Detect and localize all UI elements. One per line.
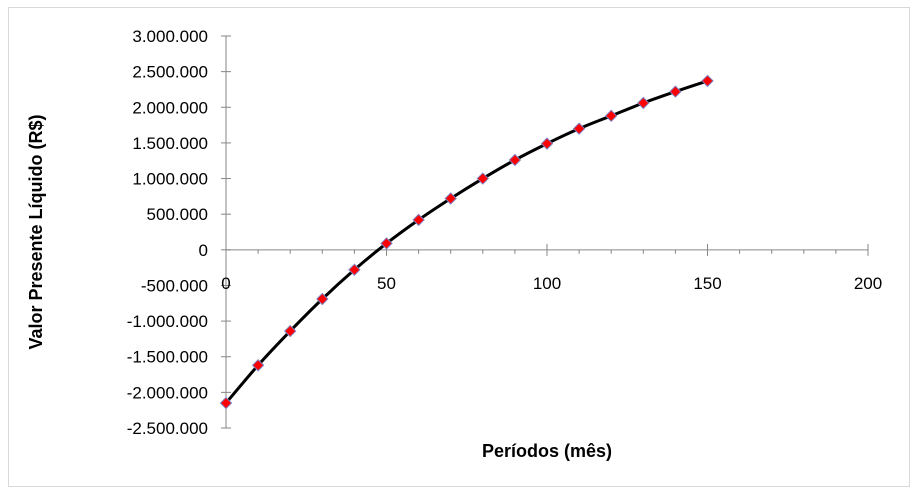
y-tick-label: 1.000.000 — [132, 170, 208, 189]
chart-area — [8, 7, 910, 487]
x-tick-label: 100 — [533, 274, 561, 293]
x-axis: 0 50 100 150 200 — [221, 243, 882, 293]
data-point — [251, 359, 265, 372]
y-tick-label: 2.500.000 — [132, 63, 208, 82]
data-point — [701, 74, 714, 88]
data-point — [572, 122, 586, 135]
x-tick-label: 150 — [693, 274, 721, 293]
series-0 — [219, 74, 714, 410]
x-axis-title: Períodos (mês) — [482, 441, 612, 461]
y-tick-label: 500.000 — [147, 205, 208, 224]
data-point — [669, 85, 682, 98]
data-point — [348, 263, 361, 276]
data-point — [380, 237, 393, 250]
y-tick-label: 1.500.000 — [132, 134, 208, 153]
data-point — [283, 324, 297, 338]
y-tick-label: -2.000.000 — [127, 383, 208, 402]
data-point — [476, 172, 490, 185]
y-tick-label: -2.500.000 — [127, 419, 208, 438]
y-tick-label: -1.000.000 — [127, 312, 208, 331]
y-tick-label: 3.000.000 — [132, 27, 208, 46]
data-point — [604, 109, 618, 123]
y-axis-title: Valor Presente Líquido (R$) — [26, 114, 46, 349]
y-tick-label: -500.000 — [141, 276, 208, 295]
x-tick-label: 200 — [854, 274, 882, 293]
y-axis: 3.000.000 2.500.000 2.000.000 1.500.000 1.00… — [127, 27, 231, 438]
data-point — [316, 292, 329, 306]
data-point — [219, 396, 233, 410]
data-point — [444, 192, 457, 205]
data-point — [412, 213, 425, 227]
series-line — [224, 79, 708, 405]
x-tick-label: 50 — [377, 274, 396, 293]
data-point — [637, 96, 650, 110]
y-tick-label: -1.500.000 — [127, 348, 208, 367]
y-tick-label: 0 — [199, 241, 208, 260]
data-point — [540, 137, 554, 150]
x-tick-label: 0 — [221, 274, 230, 293]
data-point — [508, 153, 522, 167]
y-tick-label: 2.000.000 — [132, 98, 208, 117]
